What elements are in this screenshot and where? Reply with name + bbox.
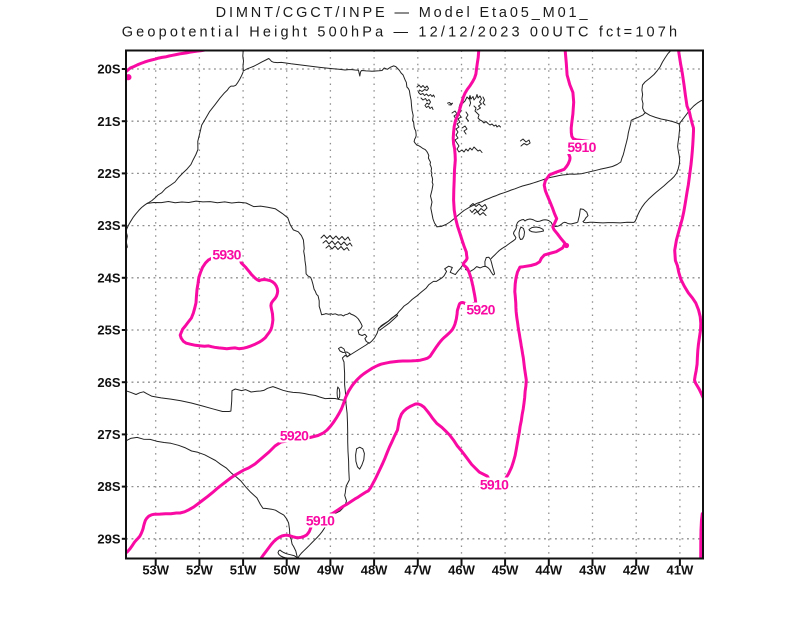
svg-text:5910: 5910 [567, 139, 596, 155]
svg-text:43W: 43W [579, 563, 606, 578]
svg-text:53W: 53W [142, 563, 169, 578]
svg-text:DIMNT/CGCT/INPE — Model Eta05: DIMNT/CGCT/INPE — Model Eta05_M01_ [216, 5, 591, 21]
svg-text:5910: 5910 [480, 477, 509, 493]
svg-text:50W: 50W [273, 563, 300, 578]
svg-text:51W: 51W [230, 563, 257, 578]
svg-text:Geopotential Height 500hPa —: Geopotential Height 500hPa — 12/12/2023 … [122, 25, 681, 41]
svg-text:47W: 47W [404, 563, 431, 578]
svg-text:28S: 28S [97, 479, 120, 494]
svg-text:49W: 49W [317, 563, 344, 578]
svg-text:45W: 45W [492, 563, 519, 578]
svg-text:29S: 29S [97, 531, 120, 546]
svg-text:5930: 5930 [212, 247, 241, 263]
svg-text:42W: 42W [623, 563, 650, 578]
svg-text:48W: 48W [361, 563, 388, 578]
svg-text:5910: 5910 [306, 513, 335, 529]
svg-text:5920: 5920 [466, 302, 495, 318]
svg-text:23S: 23S [97, 218, 120, 233]
svg-text:24S: 24S [97, 270, 120, 285]
svg-text:21S: 21S [97, 114, 120, 129]
svg-text:46W: 46W [448, 563, 475, 578]
svg-text:25S: 25S [97, 323, 120, 338]
svg-text:52W: 52W [186, 563, 213, 578]
svg-text:27S: 27S [97, 427, 120, 442]
svg-text:26S: 26S [97, 375, 120, 390]
svg-text:20S: 20S [97, 62, 120, 77]
svg-text:5920: 5920 [280, 428, 309, 444]
svg-text:44W: 44W [535, 563, 562, 578]
svg-text:22S: 22S [97, 166, 120, 181]
svg-text:41W: 41W [667, 563, 694, 578]
